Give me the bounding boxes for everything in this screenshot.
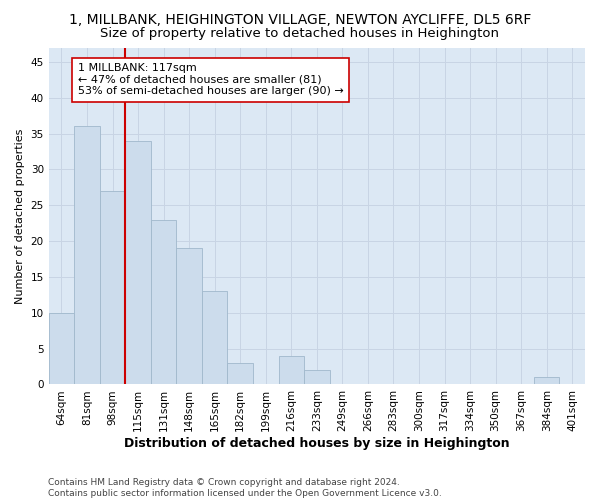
Bar xyxy=(49,313,74,384)
Y-axis label: Number of detached properties: Number of detached properties xyxy=(15,128,25,304)
Bar xyxy=(151,220,176,384)
Bar xyxy=(534,378,559,384)
Bar xyxy=(202,292,227,384)
Text: Size of property relative to detached houses in Heighington: Size of property relative to detached ho… xyxy=(101,28,499,40)
Bar xyxy=(100,191,125,384)
Bar xyxy=(278,356,304,384)
Text: 1 MILLBANK: 117sqm
← 47% of detached houses are smaller (81)
53% of semi-detache: 1 MILLBANK: 117sqm ← 47% of detached hou… xyxy=(78,64,344,96)
X-axis label: Distribution of detached houses by size in Heighington: Distribution of detached houses by size … xyxy=(124,437,509,450)
Bar xyxy=(227,363,253,384)
Text: 1, MILLBANK, HEIGHINGTON VILLAGE, NEWTON AYCLIFFE, DL5 6RF: 1, MILLBANK, HEIGHINGTON VILLAGE, NEWTON… xyxy=(69,12,531,26)
Bar xyxy=(176,248,202,384)
Bar xyxy=(304,370,329,384)
Bar xyxy=(125,140,151,384)
Bar xyxy=(74,126,100,384)
Text: Contains HM Land Registry data © Crown copyright and database right 2024.
Contai: Contains HM Land Registry data © Crown c… xyxy=(48,478,442,498)
